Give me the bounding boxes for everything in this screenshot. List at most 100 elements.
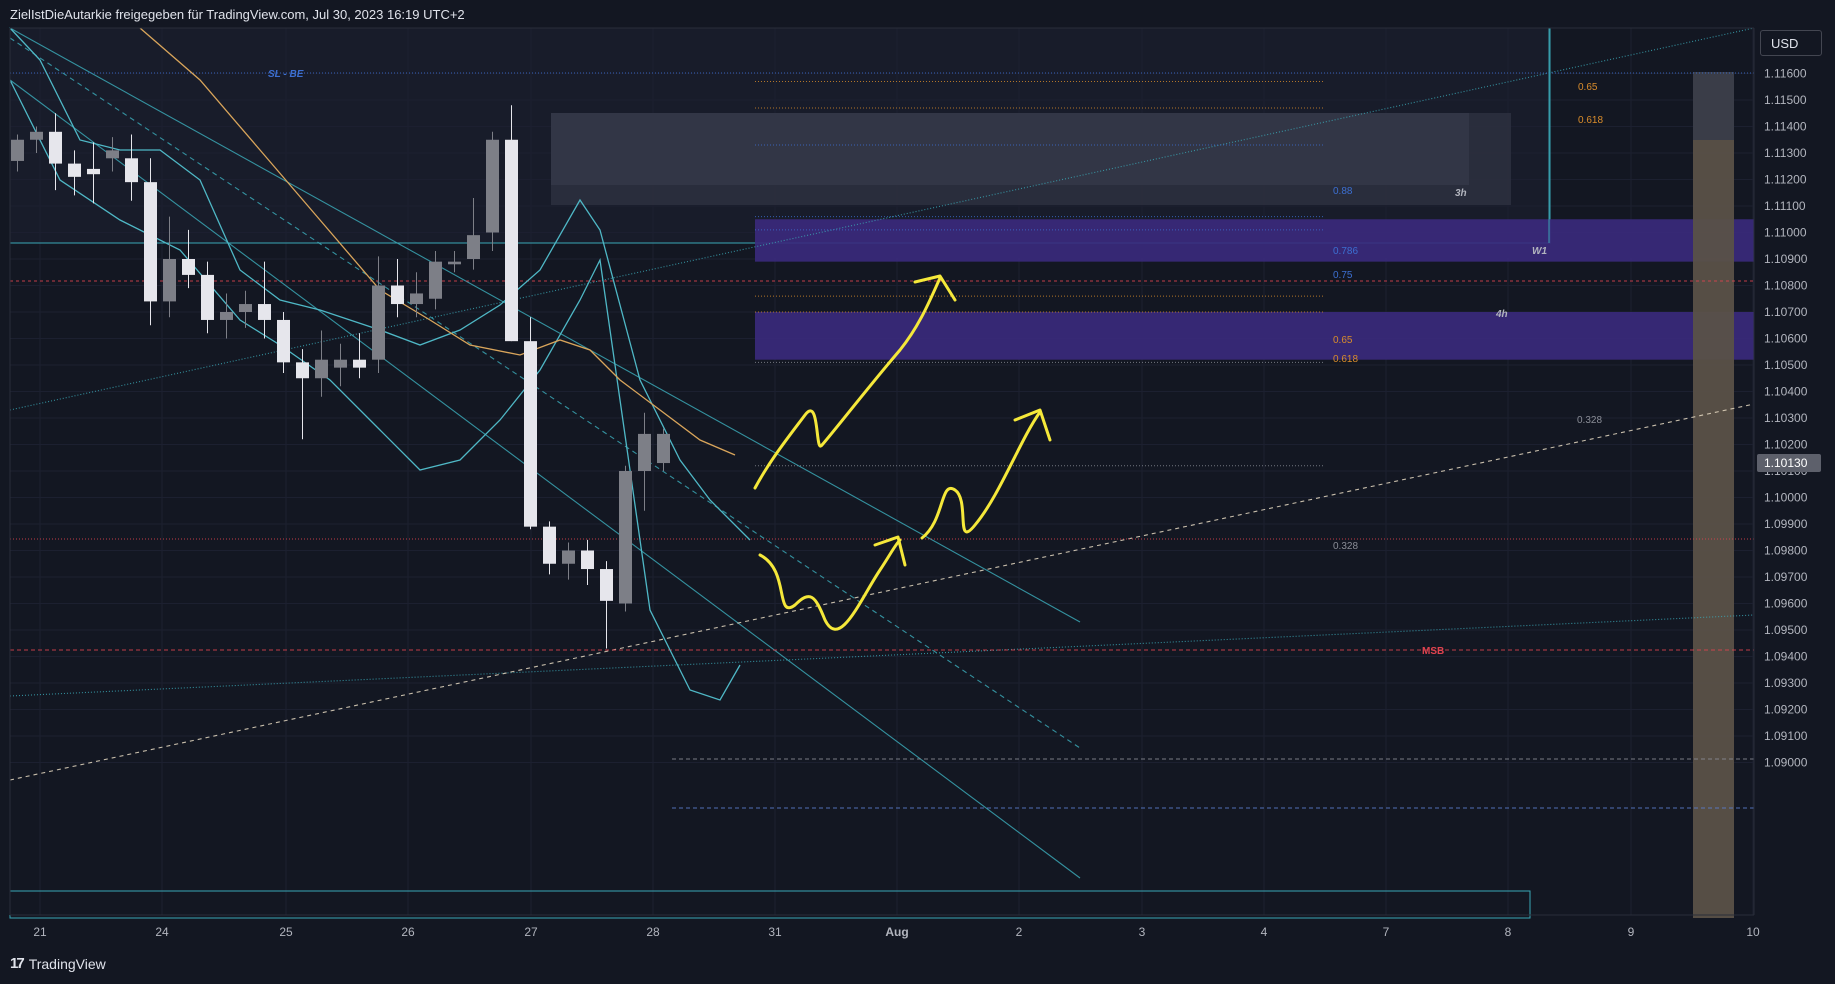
candle-body: [429, 261, 442, 299]
price-tick-label: 1.10300: [1764, 411, 1808, 425]
candle-body: [448, 261, 461, 265]
price-tick-label: 1.10800: [1764, 279, 1808, 293]
candle-body: [505, 139, 518, 342]
projection-arrowhead-upper: [913, 274, 957, 302]
candle-body: [562, 550, 575, 564]
price-tick-label: 1.09400: [1764, 650, 1808, 664]
candle-body: [220, 312, 233, 320]
time-tick-label: 9: [1628, 925, 1635, 939]
candle-body: [239, 304, 252, 312]
candle-body: [182, 259, 195, 275]
fib-level-label: 0.88: [1333, 186, 1353, 197]
candle-body: [315, 359, 328, 379]
purple-demand-zone: [755, 219, 1754, 262]
candle-body: [581, 550, 594, 570]
price-tick-label: 1.11400: [1764, 120, 1807, 134]
candle-body: [391, 285, 404, 305]
projection-bar: [1693, 72, 1734, 918]
candle-body: [30, 131, 43, 140]
price-tick-label: 1.09100: [1764, 729, 1808, 743]
price-tick-label: 1.10500: [1764, 358, 1808, 372]
trend-line-support: [9, 614, 1755, 697]
candle-body: [68, 163, 81, 177]
price-tick-label: 1.10600: [1764, 332, 1808, 346]
fib-level-label: MSB: [1422, 646, 1444, 657]
current-price-label: 1.10130: [1764, 456, 1808, 470]
price-tick-label: 1.10700: [1764, 305, 1808, 319]
price-tick-label: 1.09200: [1764, 703, 1808, 717]
fib-level-label: 0.65: [1333, 335, 1353, 346]
fib-level-label: SL - BE: [268, 69, 304, 80]
candle-body: [638, 433, 651, 471]
bottom-range-box: [9, 890, 1531, 919]
candle-body: [657, 433, 670, 464]
time-tick-label: 7: [1383, 925, 1390, 939]
candle-body: [619, 471, 632, 604]
candle-body: [296, 362, 309, 379]
level-labels: SL - BE 0.65 0.618 0.88 0.786 0.75 0.65 0.618 0.…: [268, 69, 1603, 657]
candle-body: [410, 293, 423, 305]
fib-level-label: 0.786: [1333, 246, 1358, 257]
time-tick-label: 24: [155, 925, 169, 939]
time-tick-label: 2: [1016, 925, 1023, 939]
candle-body: [87, 168, 100, 175]
price-tick-label: 1.09900: [1764, 517, 1808, 531]
currency-button[interactable]: USD: [1760, 30, 1822, 56]
time-tick-label: 4: [1261, 925, 1268, 939]
candle-body: [543, 526, 556, 564]
fib-level-label: 0.618: [1578, 115, 1603, 126]
price-tick-label: 1.11200: [1764, 173, 1807, 187]
time-tick-label: 28: [646, 925, 660, 939]
time-tick-label: 26: [401, 925, 415, 939]
candle-body: [353, 359, 366, 368]
tradingview-logo-icon: 17: [10, 955, 25, 972]
publisher-header: ZielIstDieAutarkie freigegeben für Tradi…: [10, 7, 465, 22]
price-tick-label: 1.11600: [1764, 67, 1807, 81]
zones: [9, 27, 1754, 919]
candle-body: [49, 131, 62, 164]
time-tick-label: 10: [1746, 925, 1760, 939]
candle-body: [163, 259, 176, 302]
time-tick-label: 8: [1505, 925, 1512, 939]
brand-name: TradingView: [28, 955, 106, 972]
time-tick-label: 3: [1139, 925, 1146, 939]
candle-body: [201, 274, 214, 320]
projection-arrow-lower: [920, 410, 1042, 540]
moving-average: [139, 27, 736, 456]
axes: 1.11600 1.11500 1.11400 1.11300 1.11200 1.111…: [9, 27, 1821, 939]
h3-supply-zone: [551, 113, 1469, 185]
price-tick-label: 1.10900: [1764, 252, 1808, 266]
price-tick-label: 1.11500: [1764, 93, 1807, 107]
projection-arrowhead-middle: [873, 535, 907, 567]
price-tick-label: 1.10000: [1764, 491, 1808, 505]
candle-body: [334, 359, 347, 368]
price-tick-label: 1.10200: [1764, 438, 1808, 452]
time-tick-label: 27: [524, 925, 538, 939]
price-tick-label: 1.10400: [1764, 385, 1808, 399]
fib-level-label: 0.328: [1577, 415, 1602, 426]
price-tick-label: 1.09600: [1764, 597, 1808, 611]
candle-body: [467, 235, 480, 259]
price-tick-label: 1.11000: [1764, 226, 1807, 240]
price-tick-label: 1.11100: [1764, 199, 1806, 213]
annotations: [753, 274, 1052, 631]
projection-arrow-upper: [753, 276, 942, 490]
price-tick-label: 1.09300: [1764, 676, 1808, 690]
candle-body: [486, 139, 499, 233]
timeframe-label: 4h: [1495, 309, 1508, 320]
timeframe-label: W1: [1532, 246, 1547, 257]
tradingview-logo[interactable]: 17 TradingView: [10, 955, 106, 972]
candle-body: [11, 139, 24, 161]
purple-demand-zone: [755, 312, 1754, 360]
candle-body: [372, 285, 385, 360]
time-tick-label: 25: [279, 925, 293, 939]
drawings: [9, 27, 1755, 879]
current-price-tag: [1757, 454, 1821, 473]
candle-body: [125, 158, 138, 183]
time-tick-label: 21: [33, 925, 47, 939]
price-tick-label: 1.09800: [1764, 544, 1808, 558]
candle-body: [277, 319, 290, 363]
candle-body: [106, 150, 119, 159]
